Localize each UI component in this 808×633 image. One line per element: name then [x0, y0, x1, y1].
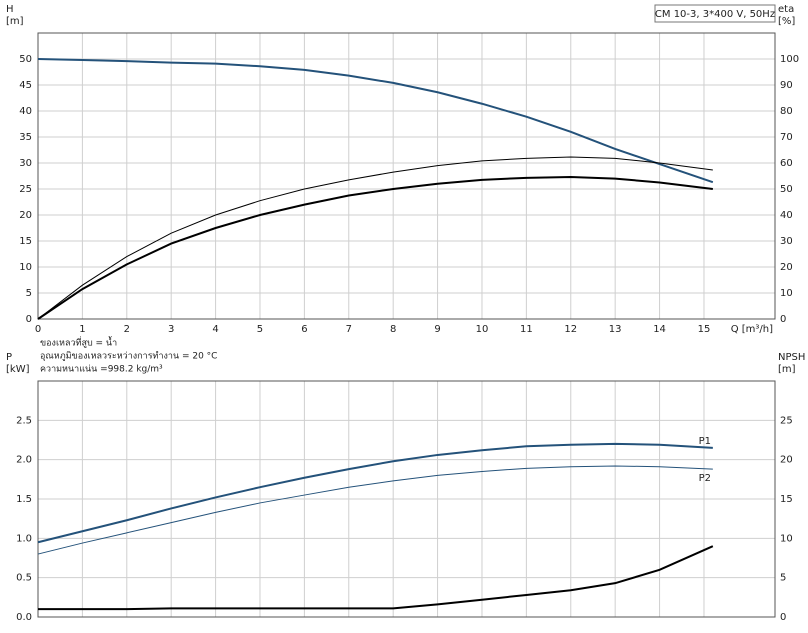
- y-tick-label: 10: [19, 262, 32, 273]
- x-tick-label: 12: [564, 324, 577, 335]
- y2-axis-unit: [m]: [778, 364, 796, 375]
- note: ความหนาแน่น =998.2 kg/m³: [40, 365, 163, 375]
- y2-tick-label: 0: [780, 314, 786, 325]
- plot-frame: [37, 380, 776, 618]
- x-tick-label: 6: [301, 324, 307, 335]
- y2-tick-label: 30: [780, 236, 793, 247]
- y2-tick-label: 20: [780, 262, 793, 273]
- y-tick-label: 2.5: [16, 415, 32, 426]
- annotation-box: [654, 4, 776, 23]
- y2-tick-label: 70: [780, 132, 793, 143]
- y-axis-label: P: [6, 352, 12, 363]
- y2-tick-label: 15: [780, 494, 793, 505]
- y-tick-label: 1.5: [16, 494, 32, 505]
- curve-label: P1: [699, 436, 711, 447]
- x-tick-label: 0: [35, 324, 41, 335]
- y-tick-label: 15: [19, 236, 32, 247]
- curve: [37, 156, 713, 320]
- x-tick-label: 11: [520, 324, 533, 335]
- y2-axis-label: NPSH: [778, 352, 805, 363]
- y2-tick-label: 100: [780, 54, 799, 65]
- y-tick-label: 20: [19, 210, 32, 221]
- y-tick-label: 40: [19, 106, 32, 117]
- y2-tick-label: 40: [780, 210, 793, 221]
- y-tick-label: 2.0: [16, 455, 32, 466]
- y2-tick-label: 90: [780, 80, 793, 91]
- curve: [37, 176, 713, 320]
- x-tick-label: 10: [476, 324, 489, 335]
- y-tick-label: 25: [19, 184, 32, 195]
- plot-frame: [37, 32, 776, 320]
- y-tick-label: 50: [19, 54, 32, 65]
- x-tick-label: 5: [257, 324, 263, 335]
- y-axis-unit: [kW]: [6, 364, 30, 375]
- y2-tick-label: 50: [780, 184, 793, 195]
- y-tick-label: 45: [19, 80, 32, 91]
- y-tick-label: 35: [19, 132, 32, 143]
- y2-tick-label: 25: [780, 415, 793, 426]
- curve: [37, 442, 713, 544]
- curve: [37, 465, 713, 555]
- y2-tick-label: 10: [780, 533, 793, 544]
- y2-axis-label: eta: [778, 4, 794, 15]
- note: ของเหลวที่สูบ = น้ำ: [40, 336, 117, 349]
- y2-tick-label: 60: [780, 158, 793, 169]
- curve: [38, 545, 714, 611]
- curve: [37, 58, 714, 184]
- y-tick-label: 0.5: [16, 573, 32, 584]
- x-tick-label: 15: [698, 324, 711, 335]
- x-tick-label: 2: [124, 324, 130, 335]
- y2-tick-label: 5: [780, 573, 786, 584]
- y2-tick-label: 10: [780, 288, 793, 299]
- x-tick-label: 4: [212, 324, 218, 335]
- y-axis-label: H: [6, 4, 14, 15]
- x-tick-label: 1: [79, 324, 85, 335]
- y-axis-unit: [m]: [6, 16, 24, 27]
- x-tick-label: 9: [434, 324, 440, 335]
- annotation: CM 10-3, 3*400 V, 50Hz: [655, 9, 775, 20]
- y-tick-label: 1.0: [16, 533, 32, 544]
- curve-label: P2: [699, 473, 711, 484]
- x-axis-label: Q [m³/h]: [731, 324, 773, 335]
- x-tick-label: 7: [346, 324, 352, 335]
- y2-tick-label: 0: [780, 612, 786, 623]
- y2-tick-label: 20: [780, 455, 793, 466]
- y-tick-label: 0: [26, 314, 32, 325]
- x-tick-label: 13: [609, 324, 622, 335]
- y-tick-label: 30: [19, 158, 32, 169]
- x-tick-label: 14: [653, 324, 666, 335]
- y-tick-label: 5: [26, 288, 32, 299]
- y2-tick-label: 80: [780, 106, 793, 117]
- x-tick-label: 3: [168, 324, 174, 335]
- x-tick-label: 8: [390, 324, 396, 335]
- y-tick-label: 0.0: [16, 612, 32, 623]
- note: อุณหภูมิของเหลวระหว่างการทำงาน = 20 °C: [40, 351, 217, 362]
- y2-axis-unit: [%]: [778, 16, 795, 27]
